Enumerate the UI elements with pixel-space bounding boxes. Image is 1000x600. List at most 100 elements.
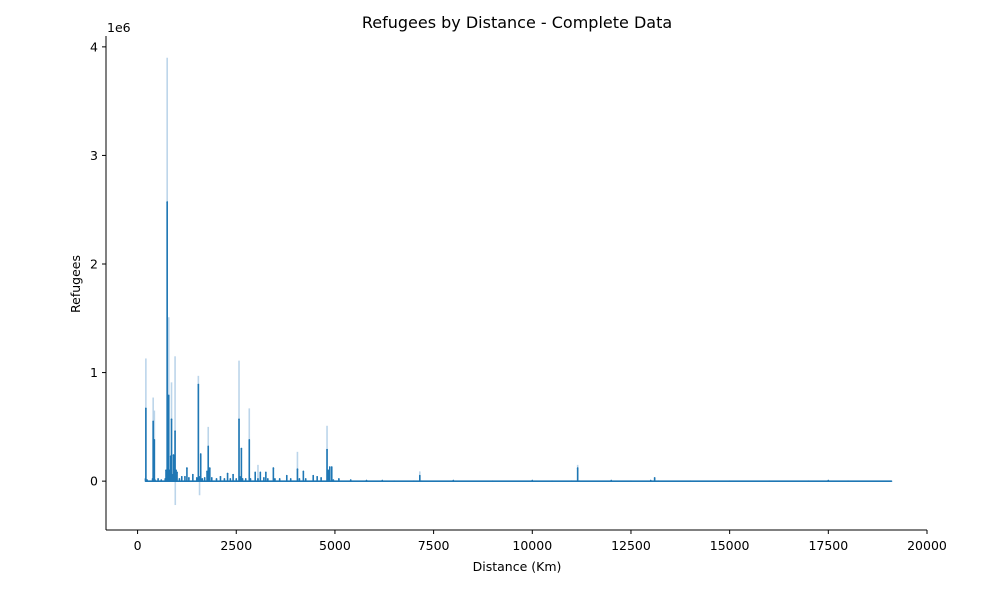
x-tick-label: 10000 — [512, 538, 552, 553]
y-offset-text: 1e6 — [107, 20, 131, 35]
data-point — [175, 469, 177, 472]
data-point — [298, 478, 301, 480]
y-tick-label: 3 — [90, 148, 98, 163]
y-ticks: 0 1 2 3 4 — [90, 39, 106, 489]
data-point — [199, 453, 202, 455]
data-point — [152, 479, 155, 481]
data-point — [332, 479, 335, 481]
data-point — [312, 474, 315, 477]
data-point — [630, 480, 632, 482]
x-tick-label: 7500 — [418, 538, 450, 553]
data-point — [302, 470, 305, 473]
data-point — [320, 477, 322, 479]
plot-area — [144, 57, 893, 506]
y-tick-label: 0 — [90, 474, 98, 489]
data-point — [578, 480, 581, 482]
data-point — [207, 445, 210, 448]
data-point — [254, 471, 256, 474]
series-line — [144, 201, 892, 482]
data-point — [551, 480, 553, 482]
data-point — [209, 467, 211, 469]
data-point — [241, 478, 244, 480]
data-point — [165, 469, 167, 472]
y-tick-label: 1 — [90, 365, 98, 380]
data-point — [649, 479, 652, 482]
data-point — [157, 478, 159, 480]
data-point — [285, 474, 288, 477]
data-point — [178, 478, 181, 480]
data-point — [184, 476, 186, 478]
data-point — [176, 471, 178, 474]
data-point — [151, 478, 154, 480]
data-point — [576, 467, 579, 469]
data-point — [154, 479, 156, 481]
data-point — [257, 478, 259, 480]
data-point — [232, 473, 234, 476]
data-point — [203, 477, 206, 479]
data-point — [267, 478, 269, 480]
x-tick-label: 12500 — [611, 538, 651, 553]
data-point — [689, 480, 691, 482]
data-point — [192, 473, 194, 476]
data-point — [248, 439, 251, 441]
chart-title: Refugees by Distance - Complete Data — [362, 13, 672, 32]
data-point — [167, 394, 170, 397]
data-point — [316, 476, 318, 478]
data-point — [206, 470, 208, 473]
data-point — [219, 476, 222, 478]
data-point — [229, 478, 232, 480]
data-point — [393, 480, 395, 482]
data-point — [215, 478, 218, 480]
data-point — [160, 479, 163, 481]
data-point — [278, 478, 281, 480]
data-point — [289, 478, 292, 480]
data-point — [210, 477, 213, 479]
data-point — [238, 418, 240, 421]
data-point — [166, 201, 168, 203]
data-point — [240, 447, 243, 450]
data-point — [174, 430, 176, 433]
data-point — [349, 479, 352, 481]
data-point — [168, 469, 171, 472]
data-point — [226, 472, 229, 475]
x-tick-label: 20000 — [907, 538, 947, 553]
data-point — [365, 479, 368, 482]
x-tick-label: 17500 — [808, 538, 848, 553]
data-point — [152, 420, 154, 423]
x-tick-label: 15000 — [710, 538, 750, 553]
data-point — [847, 480, 849, 482]
data-point — [265, 471, 267, 474]
data-point — [304, 478, 307, 480]
data-point — [330, 466, 333, 468]
data-point — [413, 480, 415, 482]
data-point — [188, 477, 190, 479]
data-point — [274, 478, 276, 480]
data-point — [239, 476, 241, 478]
x-axis-label: Distance (Km) — [473, 559, 562, 574]
data-point — [272, 467, 275, 469]
data-point — [235, 478, 238, 480]
x-ticks: 0 2500 5000 7500 10000 12500 15000 17500 20000 — [134, 530, 947, 553]
data-point — [180, 476, 183, 478]
data-point — [768, 480, 770, 482]
data-point — [570, 480, 573, 482]
x-tick-label: 5000 — [319, 538, 351, 553]
data-point — [197, 383, 200, 386]
data-point — [171, 473, 174, 476]
data-point — [381, 479, 384, 482]
data-point — [890, 480, 893, 482]
y-tick-label: 4 — [90, 39, 98, 54]
axes — [105, 36, 927, 531]
data-point — [259, 471, 262, 474]
y-tick-label: 2 — [90, 257, 98, 272]
data-point — [338, 478, 340, 480]
data-point — [198, 476, 200, 478]
data-point — [172, 454, 175, 456]
data-point — [186, 467, 188, 469]
data-point — [223, 478, 226, 480]
data-point — [169, 455, 172, 457]
y-axis-label: Refugees — [68, 255, 83, 313]
data-point — [657, 480, 660, 482]
data-point — [531, 479, 534, 482]
data-point — [327, 469, 330, 472]
